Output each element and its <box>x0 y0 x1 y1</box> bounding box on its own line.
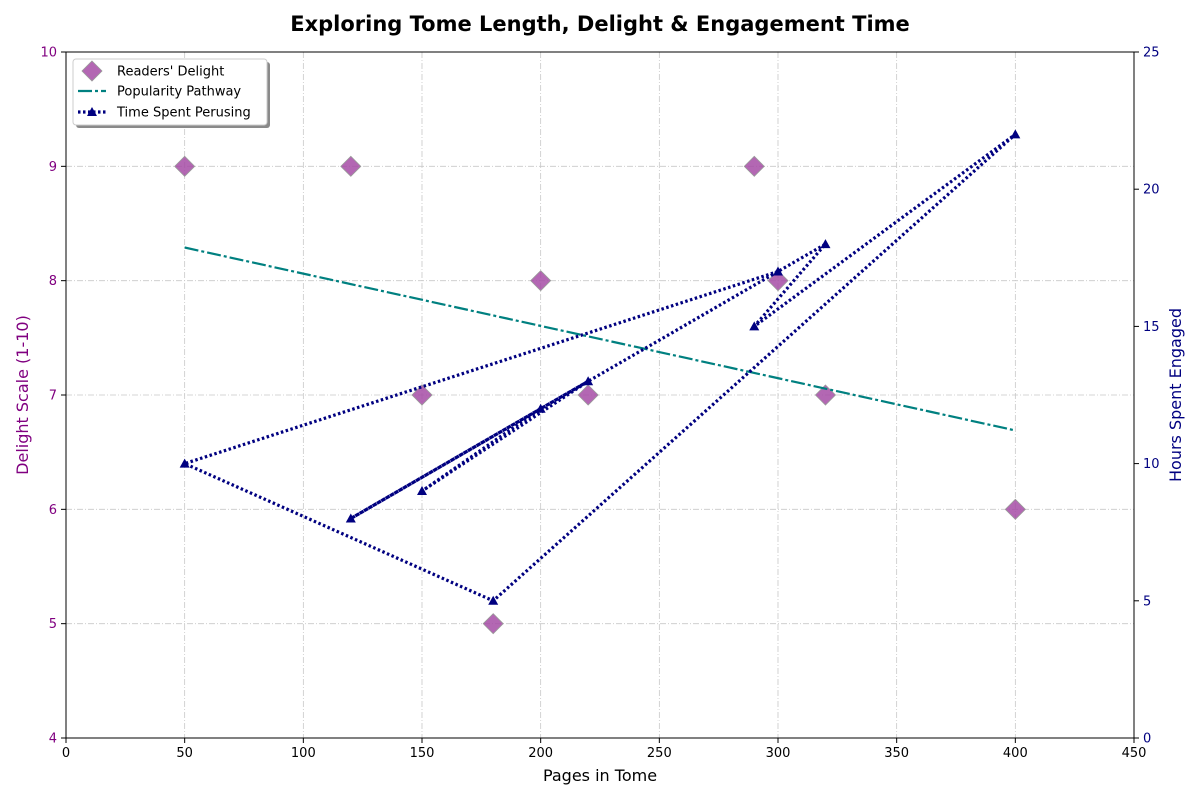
y-right-tick-label: 25 <box>1143 46 1160 61</box>
x-tick-label: 50 <box>176 746 193 761</box>
time-point <box>583 376 594 386</box>
time-point <box>179 458 190 468</box>
x-tick-label: 450 <box>1122 746 1147 761</box>
y-right-tick-label: 15 <box>1143 320 1160 335</box>
y-left-tick-label: 5 <box>49 617 57 632</box>
delight-point <box>530 270 552 292</box>
delight-point <box>1004 498 1026 520</box>
delight-point <box>340 155 362 177</box>
time-point <box>773 266 783 276</box>
legend-label: Time Spent Perusing <box>116 106 251 121</box>
y-right-tick-label: 10 <box>1143 457 1160 472</box>
time-line <box>180 133 1017 603</box>
y-right-tick-label: 20 <box>1143 183 1160 198</box>
legend-label: Readers' Delight <box>117 65 224 80</box>
time-point <box>1010 129 1021 139</box>
time-point <box>820 239 831 249</box>
x-tick-label: 400 <box>1003 746 1028 761</box>
y-left-tick-label: 9 <box>49 160 57 175</box>
delight-point <box>482 613 504 635</box>
x-tick-label: 200 <box>528 746 553 761</box>
y-left-tick-label: 4 <box>49 732 57 747</box>
time-point <box>535 403 546 413</box>
legend-label: Popularity Pathway <box>117 85 241 100</box>
y-right-tick-label: 5 <box>1143 594 1151 609</box>
series-layer <box>174 129 1026 635</box>
time-point <box>345 513 356 523</box>
delight-point <box>577 384 599 406</box>
x-axis-label: Pages in Tome <box>543 766 657 785</box>
legend-delight-marker <box>81 60 103 82</box>
x-tick-label: 350 <box>884 746 909 761</box>
y-axis-left-label: Delight Scale (1-10) <box>13 315 32 475</box>
grid-layer <box>65 51 1135 739</box>
delight-point <box>411 384 433 406</box>
time-point <box>417 486 427 496</box>
time-point <box>749 321 760 331</box>
legend-time-marker <box>87 107 97 116</box>
axes-layer: 0 50 100 150 200 250 300 350 400 4504567891005101… <box>40 46 1159 762</box>
legend-box <box>72 58 268 126</box>
time-point <box>488 595 499 605</box>
x-tick-label: 100 <box>291 746 316 761</box>
y-left-tick-label: 7 <box>49 389 57 404</box>
x-tick-label: 300 <box>766 746 791 761</box>
y-axis-right-label: Hours Spent Engaged <box>1166 308 1185 482</box>
x-tick-label: 150 <box>410 746 435 761</box>
x-tick-label: 250 <box>647 746 672 761</box>
x-tick-label: 0 <box>62 746 70 761</box>
trend-line <box>184 246 1016 432</box>
delight-point <box>743 155 765 177</box>
delight-point <box>174 155 196 177</box>
y-left-tick-label: 6 <box>49 503 57 518</box>
legend: Readers' Delight Popularity Pathway Time S… <box>72 58 270 128</box>
y-left-tick-label: 8 <box>49 274 57 289</box>
y-left-tick-label: 10 <box>40 46 57 61</box>
y-right-tick-label: 0 <box>1143 732 1151 747</box>
chart-title: Exploring Tome Length, Delight & Engagem… <box>290 12 910 36</box>
